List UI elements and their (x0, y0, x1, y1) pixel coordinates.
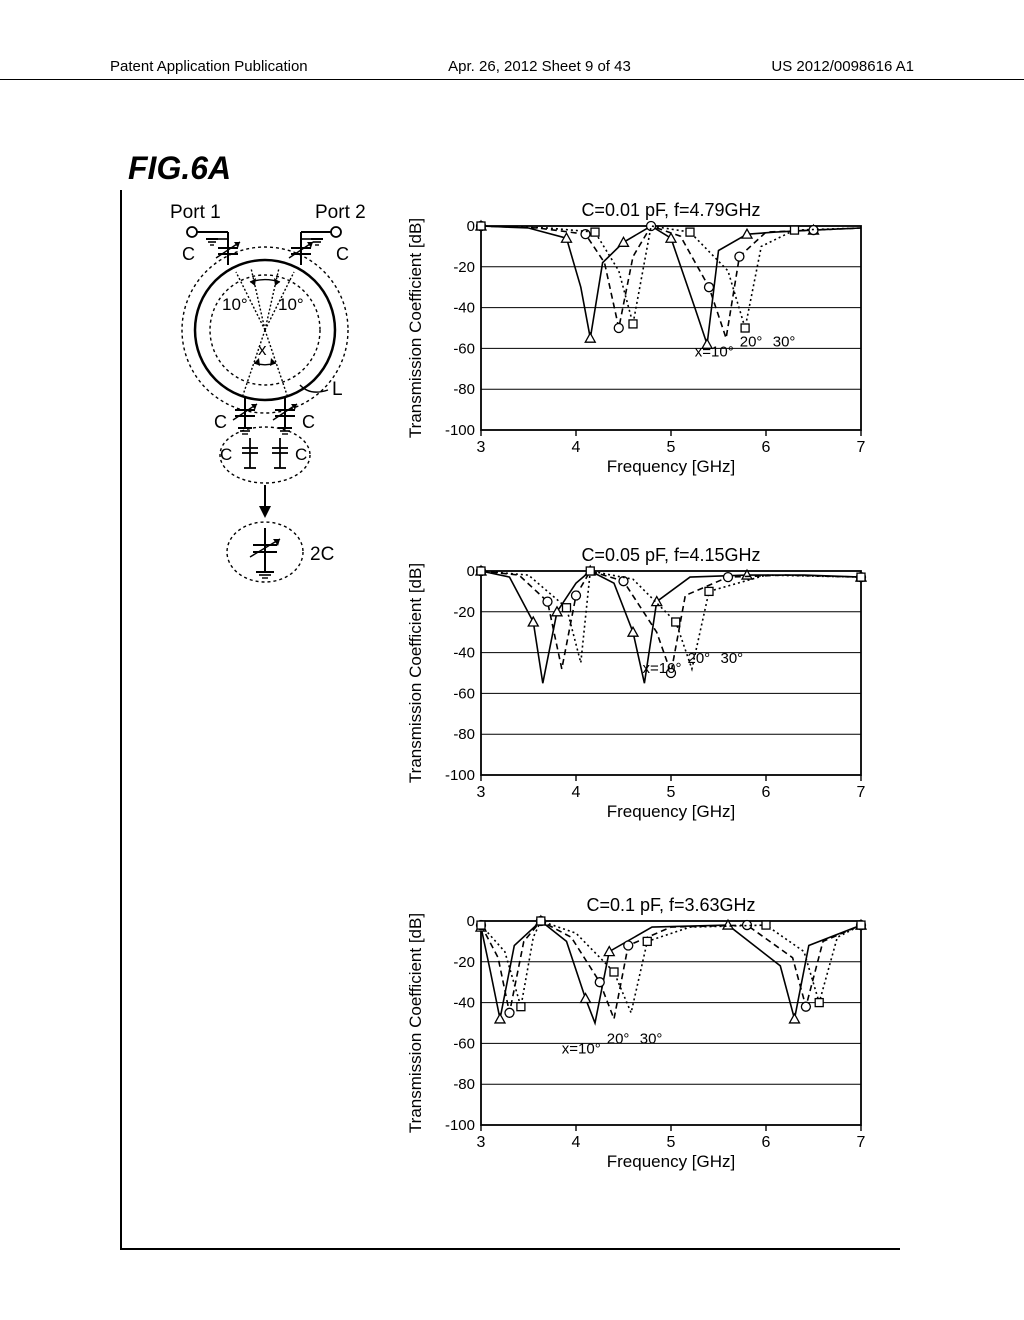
svg-text:30°: 30° (721, 650, 744, 667)
svg-text:6: 6 (762, 784, 771, 801)
svg-text:x=10°: x=10° (562, 1041, 601, 1058)
svg-text:-60: -60 (453, 340, 475, 357)
c-2c-right: C (295, 445, 307, 464)
c-left-label: C (182, 244, 195, 264)
svg-text:-100: -100 (445, 422, 475, 439)
svg-text:3: 3 (477, 439, 486, 456)
c-bot-right: C (302, 412, 315, 432)
svg-text:C=0.1 pF, f=3.63GHz: C=0.1 pF, f=3.63GHz (586, 895, 755, 915)
svg-text:-20: -20 (453, 604, 475, 621)
c-right-label: C (336, 244, 349, 264)
chart-2: 0 -20 -40 -60 -80 -1003 4 5 6 7 C=0.1 pF, f=3.63GH… (405, 895, 875, 1175)
port1-terminal (187, 227, 197, 237)
figure-label: FIG.6A (128, 150, 231, 187)
svg-text:-40: -40 (453, 995, 475, 1012)
svg-text:-60: -60 (453, 1035, 475, 1052)
svg-text:Frequency [GHz]: Frequency [GHz] (607, 802, 736, 821)
svg-text:Transmission Coefficient [dB]: Transmission Coefficient [dB] (406, 563, 425, 783)
svg-text:-40: -40 (453, 645, 475, 662)
svg-text:x=10°: x=10° (643, 660, 682, 677)
header-right: US 2012/0098616 A1 (771, 58, 914, 75)
svg-text:-80: -80 (453, 1076, 475, 1093)
varactor-2c-right (272, 438, 288, 468)
svg-text:5: 5 (667, 439, 676, 456)
svg-text:6: 6 (762, 439, 771, 456)
varactor-top-right (289, 232, 323, 264)
svg-text:7: 7 (857, 439, 866, 456)
svg-text:Transmission Coefficient [dB]: Transmission Coefficient [dB] (406, 218, 425, 438)
svg-text:4: 4 (572, 439, 581, 456)
svg-text:-80: -80 (453, 726, 475, 743)
varactor-bot-right (273, 398, 297, 434)
svg-text:5: 5 (667, 784, 676, 801)
svg-text:30°: 30° (773, 334, 796, 351)
svg-text:C=0.01 pF, f=4.79GHz: C=0.01 pF, f=4.79GHz (581, 200, 760, 220)
varactor-2c-left (242, 438, 258, 468)
chart-1: 0 -20 -40 -60 -80 -1003 4 5 6 7 C=0.05 pF, f=4.15G… (405, 545, 875, 825)
svg-text:-40: -40 (453, 300, 475, 317)
page-header: Patent Application Publication Apr. 26, … (0, 58, 1024, 80)
svg-text:20°: 20° (688, 650, 711, 667)
l-label: L (332, 379, 343, 400)
angle10-right: 10° (278, 295, 304, 314)
svg-text:30°: 30° (640, 1031, 663, 1048)
c-2c-left: C (220, 445, 232, 464)
angle10-left: 10° (222, 295, 248, 314)
svg-text:-80: -80 (453, 381, 475, 398)
svg-text:-100: -100 (445, 767, 475, 784)
svg-text:Frequency [GHz]: Frequency [GHz] (607, 1152, 736, 1171)
svg-text:4: 4 (572, 784, 581, 801)
svg-text:C=0.05 pF, f=4.15GHz: C=0.05 pF, f=4.15GHz (581, 545, 760, 565)
chart-0: 0 -20 -40 -60 -80 -1003 4 5 6 7 C=0.01 pF, f=4.79G… (405, 200, 875, 480)
circuit-diagram: Port 1 Port 2 (150, 200, 380, 600)
varactor-top-left (206, 232, 240, 264)
port2-label: Port 2 (315, 202, 366, 223)
svg-text:-100: -100 (445, 1117, 475, 1134)
svg-text:Transmission Coefficient [dB]: Transmission Coefficient [dB] (406, 913, 425, 1133)
svg-text:x=10°: x=10° (695, 344, 734, 361)
svg-text:3: 3 (477, 784, 486, 801)
header-center: Apr. 26, 2012 Sheet 9 of 43 (448, 58, 631, 75)
header-left: Patent Application Publication (110, 58, 308, 75)
svg-text:0: 0 (467, 913, 475, 930)
svg-text:6: 6 (762, 1134, 771, 1151)
svg-text:3: 3 (477, 1134, 486, 1151)
svg-text:0: 0 (467, 563, 475, 580)
svg-text:0: 0 (467, 218, 475, 235)
c-bot-left: C (214, 412, 227, 432)
port2-terminal (331, 227, 341, 237)
svg-text:5: 5 (667, 1134, 676, 1151)
svg-text:7: 7 (857, 784, 866, 801)
svg-text:-60: -60 (453, 685, 475, 702)
svg-text:4: 4 (572, 1134, 581, 1151)
svg-text:20°: 20° (607, 1031, 630, 1048)
svg-text:Frequency [GHz]: Frequency [GHz] (607, 457, 736, 476)
svg-text:7: 7 (857, 1134, 866, 1151)
port1-label: Port 1 (170, 202, 221, 223)
svg-text:-20: -20 (453, 954, 475, 971)
svg-text:-20: -20 (453, 259, 475, 276)
svg-text:20°: 20° (740, 334, 763, 351)
x-label: x (258, 340, 267, 359)
cap-2c-label: 2C (310, 544, 334, 565)
